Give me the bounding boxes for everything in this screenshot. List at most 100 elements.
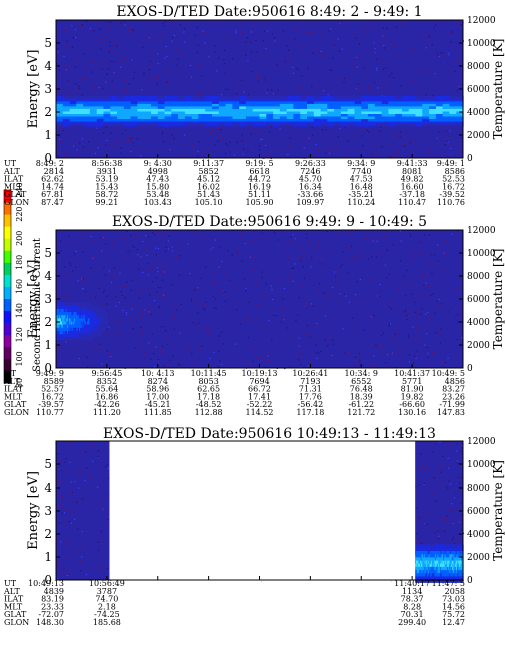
heatmap-noise-pixel [175, 255, 177, 257]
heatmap-noise-pixel [202, 238, 204, 240]
heatmap-band-cell [184, 98, 193, 102]
heatmap-noise-pixel [409, 61, 411, 63]
heatmap-band-cell [91, 317, 93, 322]
heatmap-band-cell [423, 576, 425, 580]
heatmap-noise-pixel [260, 340, 262, 342]
heatmap-noise-pixel [57, 155, 59, 157]
heatmap-noise-pixel [235, 91, 237, 93]
heatmap-noise-pixel [117, 24, 119, 26]
heatmap-noise-pixel [83, 498, 85, 500]
heatmap-band-cell [87, 308, 90, 313]
heatmap-band-cell [433, 563, 435, 567]
heatmap-noise-pixel [384, 264, 386, 266]
orbit-cell: -33.66 [298, 190, 324, 199]
heatmap-noise-pixel [106, 146, 109, 148]
heatmap-noise-pixel [107, 467, 109, 469]
heatmap-noise-pixel [439, 342, 441, 344]
heatmap-noise-pixel [430, 33, 432, 35]
heatmap-band-cell [420, 560, 422, 564]
heatmap-band-cell [80, 336, 82, 341]
heatmap-band-cell [93, 321, 96, 325]
heatmap-band-cell [259, 98, 267, 102]
heatmap-band-cell [435, 116, 444, 119]
heatmap-noise-pixel [198, 322, 200, 324]
heatmap-band-cell [446, 563, 448, 567]
heatmap-band-cell [293, 123, 301, 127]
heatmap-noise-pixel [259, 355, 261, 357]
heatmap-noise-pixel [420, 313, 422, 315]
heatmap-band-cell [103, 327, 105, 331]
heatmap-noise-pixel [139, 335, 141, 337]
heatmap-band-cell [422, 550, 424, 555]
heatmap-band-cell [374, 98, 383, 102]
orbit-cell: 16.19 [248, 182, 271, 191]
heatmap-noise-pixel [208, 341, 210, 343]
heatmap-noise-pixel [250, 133, 252, 135]
heatmap-noise-pixel [118, 334, 120, 336]
heatmap-band-cell [427, 563, 430, 567]
heatmap-band-cell [401, 118, 410, 122]
heatmap-noise-pixel [202, 152, 204, 154]
heatmap-band-cell [361, 106, 369, 109]
heatmap-band-cell [74, 314, 77, 319]
heatmap-band-cell [67, 305, 69, 309]
heatmap-band-cell [415, 108, 423, 112]
heatmap-noise-pixel [373, 355, 375, 357]
heatmap-band-cell [62, 311, 65, 316]
heatmap-noise-pixel [58, 522, 60, 524]
colorbar-tick-label: 120 [15, 327, 24, 342]
heatmap-noise-pixel [159, 33, 161, 35]
heatmap-noise-pixel [404, 145, 406, 147]
heatmap-noise-pixel [335, 234, 337, 236]
heatmap-noise-pixel [309, 356, 311, 358]
heatmap-band-cell [85, 333, 87, 338]
heatmap-band-cell [423, 566, 426, 571]
heatmap-noise-pixel [386, 86, 388, 88]
y-tick-label: 3 [44, 82, 52, 96]
heatmap-noise-pixel [172, 355, 174, 358]
heatmap-noise-pixel [437, 54, 439, 56]
heatmap-band-cell [96, 308, 98, 313]
heatmap-noise-pixel [419, 455, 421, 457]
heatmap-band-cell [452, 579, 454, 583]
heatmap-noise-pixel [409, 354, 411, 356]
orbit-cell: 10:49: 5 [432, 369, 465, 378]
heatmap-noise-pixel [157, 40, 159, 42]
heatmap-noise-pixel [63, 266, 66, 268]
heatmap-band-cell [279, 98, 288, 102]
orbit-cell: 51.11 [248, 190, 271, 199]
heatmap-noise-pixel [225, 37, 228, 39]
heatmap-noise-pixel [339, 334, 341, 336]
heatmap-noise-pixel [86, 67, 88, 69]
heatmap-noise-pixel [163, 266, 165, 268]
heatmap-band-cell [440, 569, 443, 574]
heatmap-band-cell [447, 544, 449, 548]
heatmap-band-cell [62, 333, 65, 338]
heatmap-band-cell [458, 544, 460, 548]
heatmap-band-cell [80, 305, 83, 309]
heatmap-band-cell [87, 302, 90, 306]
heatmap-noise-pixel [414, 294, 416, 296]
heatmap-noise-pixel [252, 360, 254, 362]
heatmap-noise-pixel [92, 91, 94, 93]
heatmap-band-cell [245, 123, 254, 127]
heatmap-noise-pixel [169, 79, 171, 81]
heatmap-band-cell [435, 123, 444, 127]
heatmap-noise-pixel [62, 260, 65, 262]
heatmap-noise-pixel [427, 293, 430, 295]
heatmap-band-cell [56, 330, 58, 335]
heatmap-noise-pixel [193, 262, 195, 264]
heatmap-noise-pixel [126, 92, 128, 94]
heatmap-band-cell [361, 123, 369, 127]
heatmap-noise-pixel [65, 134, 67, 136]
heatmap-noise-pixel [58, 89, 60, 91]
heatmap-band-cell [313, 116, 322, 119]
heatmap-noise-pixel [231, 360, 233, 362]
heatmap-band-cell [327, 123, 335, 127]
heatmap-noise-pixel [162, 33, 164, 35]
heatmap-band-cell [279, 95, 288, 99]
heatmap-band-cell [68, 314, 71, 319]
heatmap-band-cell [440, 572, 443, 577]
heatmap-noise-pixel [162, 131, 164, 133]
heatmap-band-cell [446, 566, 448, 571]
